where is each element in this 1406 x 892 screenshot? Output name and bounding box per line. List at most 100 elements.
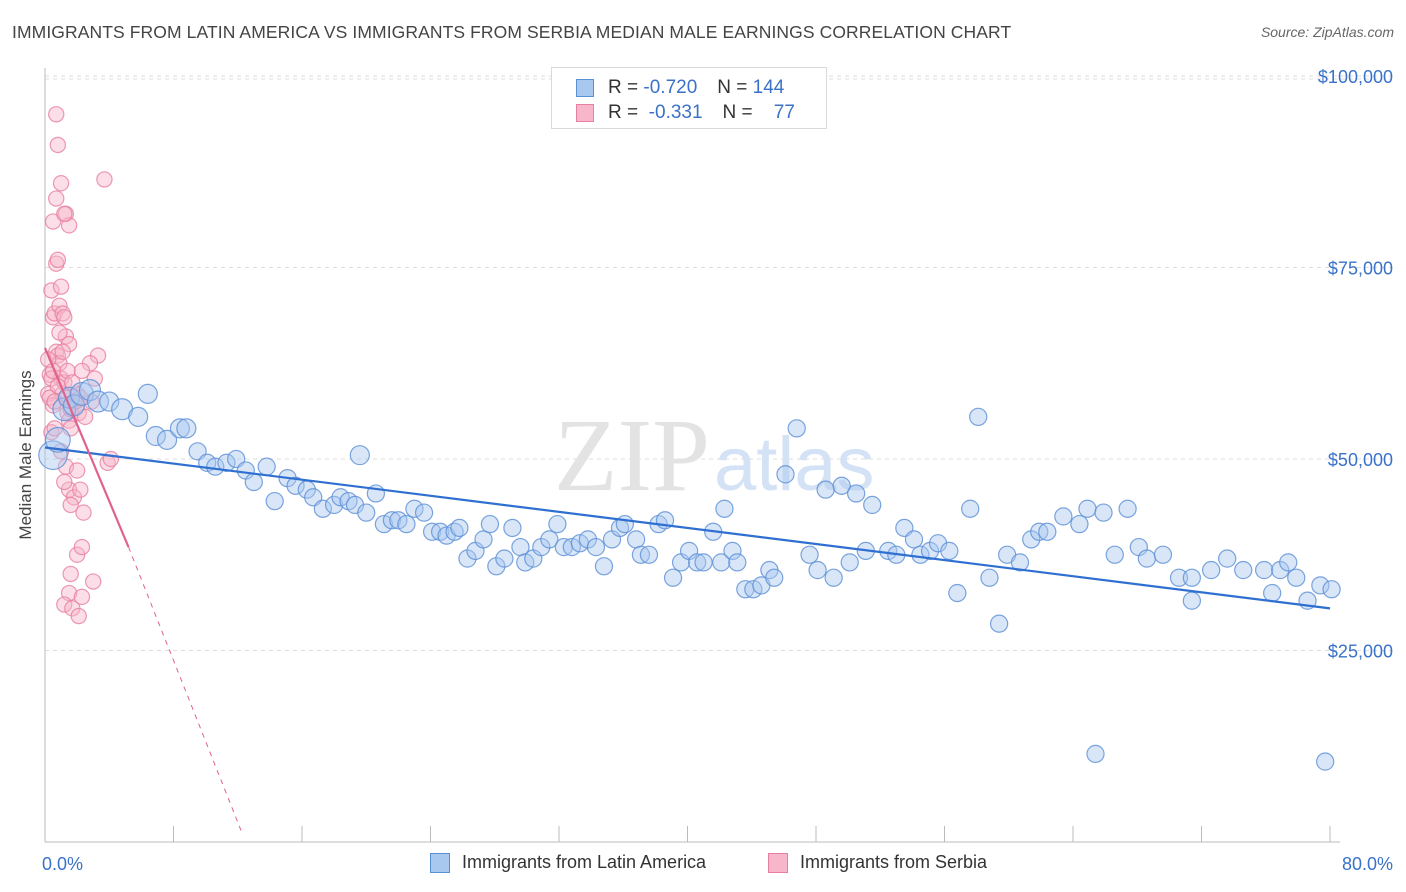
latin-america-point [145,425,166,447]
latin-america-point [1254,560,1274,580]
axes [44,68,1340,843]
latin-america-point [217,453,236,472]
latin-america-point [357,503,376,522]
serbia-point [102,450,120,468]
serbia-point [56,205,73,223]
serbia-point [73,588,91,606]
y-tick-labels: $25,000 $50,000 $75,000 $100,000 [1318,67,1393,662]
serbia-point [52,175,70,192]
latin-america-point [961,499,980,518]
serbia-point [56,309,73,326]
latin-america-point [1322,580,1341,599]
latin-america-point [694,553,713,572]
legend-row-serbia: R = -0.331 N = 77 [576,101,795,125]
latin-america-point [847,484,866,503]
y-tick-label: $75,000 [1328,259,1393,279]
legend-item-latin-america: Immigrants from Latin America [430,852,706,873]
y-tick-label: $100,000 [1318,67,1393,87]
serbia-point [52,278,70,295]
serbia-point [62,565,79,583]
legend-item-serbia: Immigrants from Serbia [768,852,987,873]
latin-america-point [626,530,646,549]
serbia-point [62,496,79,514]
latin-america-point [1038,522,1057,541]
serbia-point [68,462,86,479]
n-value: 77 [773,102,795,123]
latin-america-point [776,465,795,484]
serbia-point [96,171,113,188]
latin-america-point [1279,553,1298,572]
correlation-legend: R = -0.720 N = 144 R = -0.331 N = 77 [551,67,827,129]
latin-america-point [940,541,959,561]
serbia-point [49,136,67,154]
n-label: N = [722,102,753,123]
latin-america-point [639,545,659,564]
y-axis-label-group: Median Male Earnings [16,370,35,539]
latin-america-point [816,480,835,499]
latin-america-point [503,518,522,538]
serbia-point [56,596,73,613]
serbia-point [48,190,65,207]
latin-america-point [540,530,559,549]
legend-label: Immigrants from Latin America [462,852,707,872]
serbia-point [84,573,102,590]
serbia-point [43,282,60,299]
latin-america-point [1118,499,1137,518]
y-axis-label: Median Male Earnings [16,370,35,539]
serbia-point [75,504,92,521]
serbia-point [70,607,87,625]
latin-america-point [257,457,276,476]
latin-america-point [904,530,924,549]
latin-america-point [1316,752,1335,771]
latin-america-point [474,530,493,549]
latin-america-point [765,568,784,587]
legend-swatch-pink [576,104,594,122]
latin-america-point [840,553,859,572]
latin-america-point [1201,560,1221,580]
y-tick-label: $25,000 [1328,642,1393,662]
legend-row-latin-america: R = -0.720 N = 144 [576,76,784,100]
latin-america-point [969,407,988,427]
latin-america-point [450,518,469,538]
x-tick-labels: 0.0% 80.0% [42,854,1393,874]
r-label: R = [608,77,639,98]
latin-america-point [787,419,806,438]
latin-america-point [128,406,149,427]
latin-america-point [382,511,402,530]
y-tick-label: $50,000 [1328,450,1393,470]
latin-america-point [313,499,333,518]
latin-america-point [1218,549,1237,568]
trend-lines [43,347,1331,835]
latin-america-point [265,491,284,511]
latin-america-point [169,418,191,439]
latin-america-point [948,583,967,603]
latin-america-point [286,476,305,495]
latin-america-point [480,514,500,534]
latin-america-point [1311,576,1330,595]
latin-america-point [414,503,434,522]
x-tick-label: 0.0% [42,854,83,874]
latin-america-point [728,553,747,572]
latin-america-point [548,514,567,534]
latin-america-point [78,379,102,402]
latin-america-point [397,514,416,534]
legend-swatch-blue [576,79,594,97]
latin-america-point [615,514,635,534]
latin-america-point [495,549,514,568]
latin-america-point [1153,545,1173,564]
latin-america-point [712,553,731,572]
trend-line-serbia [43,347,130,548]
latin-america-point [1105,545,1124,564]
legend-label: Immigrants from Serbia [800,852,988,872]
latin-america-point [663,568,683,587]
legend-swatch-blue [430,852,450,873]
serbia-point [73,538,91,556]
chart-title: IMMIGRANTS FROM LATIN AMERICA VS IMMIGRA… [12,22,1012,42]
serbia-point [86,370,103,387]
latin-america-point [1234,560,1253,580]
latin-america-point [99,391,120,412]
x-tick-label: 80.0% [1342,854,1393,874]
latin-america-point [1094,503,1113,522]
latin-america-point [349,445,370,466]
